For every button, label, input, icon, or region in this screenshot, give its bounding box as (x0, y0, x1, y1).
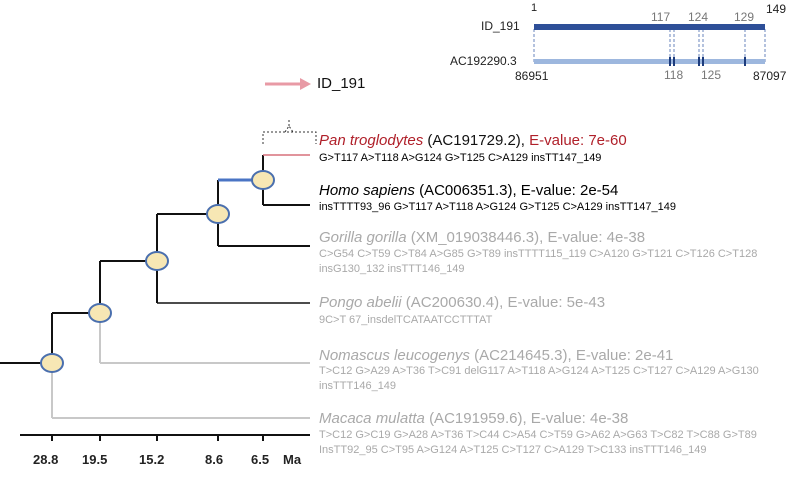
legend-arrow (265, 78, 311, 90)
axis-tick-label-28-8: 28.8 (33, 452, 59, 467)
node-19-5 (88, 303, 112, 323)
species-evalue: E-value: 4e-38 (530, 410, 629, 427)
alignment-schematic (533, 24, 766, 66)
bottom-mark-118: 118 (664, 68, 684, 82)
bottom-mark-125: 125 (701, 68, 722, 82)
time-axis (20, 434, 310, 441)
species-mutations-nomascus: T>C12 G>A29 A>T36 T>C91 delG117 A>T118 A… (319, 365, 759, 392)
species-label-homo: Homo sapiens (AC006351.3), E-value: 2e-5… (319, 182, 618, 200)
top-mark-124: 124 (688, 10, 709, 24)
species-mutations-macaca: T>C12 G>C19 G>A28 A>T36 T>C44 C>A54 C>T5… (319, 429, 757, 456)
clade-bracket (262, 118, 317, 144)
species-accession: (AC191729.2), (427, 132, 525, 149)
node-15-2 (145, 251, 169, 271)
axis-tick-label-15-2: 15.2 (139, 452, 165, 467)
species-accession: (AC191959.6), (429, 410, 527, 427)
species-mutations-homo: insTTTT93_96 G>T117 A>T118 A>G124 G>T125… (319, 201, 677, 213)
species-mutations-gorilla: C>G54 C>T59 C>T84 A>G85 G>T89 insTTTT115… (319, 248, 758, 275)
tree-branches (0, 154, 310, 419)
subject-end-label: 87097 (753, 69, 787, 83)
species-mutations-pongo: 9C>T 67_insdelTCATAATCCTTTAT (319, 314, 493, 326)
species-label-pongo: Pongo abelii (AC200630.4), E-value: 5e-4… (319, 294, 605, 312)
top-mark-129: 129 (734, 10, 755, 24)
axis-tick-label-19-5: 19.5 (82, 452, 108, 467)
species-evalue: E-value: 2e-54 (520, 182, 619, 199)
query-id-label: ID_191 (481, 19, 520, 33)
species-accession: (AC214645.3), (474, 347, 572, 364)
species-name: Pan troglodytes (319, 132, 424, 149)
species-label-nomascus: Nomascus leucogenys (AC214645.3), E-valu… (319, 347, 673, 365)
axis-tick-label-6-5: 6.5 (251, 452, 270, 467)
tree-nodes (40, 170, 275, 373)
species-label-pan: Pan troglodytes (AC191729.2), E-value: 7… (319, 132, 627, 150)
query-end-label: 149 (766, 2, 787, 16)
query-bar (534, 24, 765, 30)
species-evalue: E-value: 2e-41 (575, 347, 674, 364)
species-accession: (AC200630.4), (405, 294, 504, 311)
species-evalue: E-value: 7e-60 (529, 132, 627, 149)
species-accession: (AC006351.3), (419, 182, 517, 199)
axis-tick-label-8-6: 8.6 (205, 452, 224, 467)
species-name: Nomascus leucogenys (319, 347, 470, 364)
species-name: Macaca mulatta (319, 410, 425, 427)
legend-label: ID_191 (317, 75, 366, 92)
species-name: Gorilla gorilla (319, 229, 407, 246)
axis-unit-label: Ma (283, 452, 302, 467)
species-name: Homo sapiens (319, 182, 415, 199)
subject-bar (534, 59, 765, 64)
species-mutations-pan: G>T117 A>T118 A>G124 G>T125 C>A129 insTT… (319, 152, 602, 164)
species-name: Pongo abelii (319, 294, 402, 311)
species-evalue: E-value: 5e-43 (507, 294, 606, 311)
species-label-gorilla: Gorilla gorilla (XM_019038446.3), E-valu… (319, 229, 645, 247)
subject-id-label: AC192290.3 (450, 54, 517, 68)
node-28-8 (40, 353, 64, 373)
node-8-6 (206, 204, 230, 224)
species-evalue: E-value: 4e-38 (547, 229, 646, 246)
query-start-label: 1 (531, 2, 538, 14)
node-6-5 (251, 170, 275, 190)
top-mark-117: 117 (651, 10, 671, 24)
subject-start-label: 86951 (515, 69, 549, 83)
species-label-macaca: Macaca mulatta (AC191959.6), E-value: 4e… (319, 410, 628, 428)
species-accession: (XM_019038446.3), (410, 229, 544, 246)
